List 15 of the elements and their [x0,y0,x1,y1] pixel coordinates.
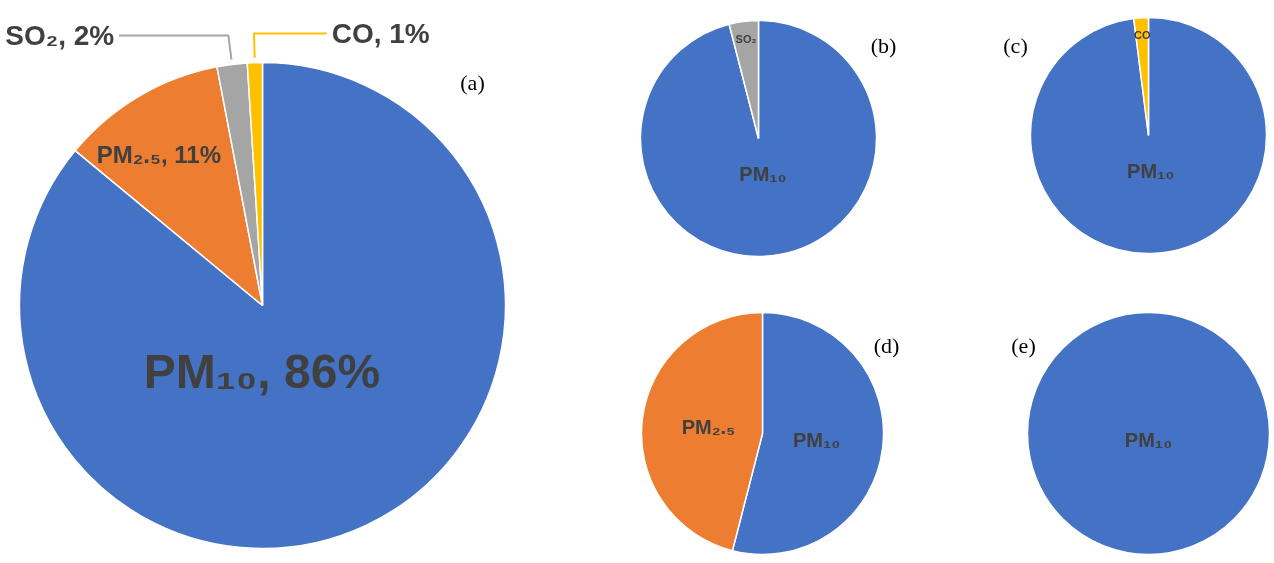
slice-label: PM₁₀ [739,162,787,185]
slice-label: PM₁₀ [792,429,841,452]
slice-label: PM₁₀ [1124,428,1173,451]
text: (a) [460,70,485,95]
slice-label: CO, 1% [331,17,430,49]
text: (e) [1011,333,1036,358]
slice-label: PM₁₀ [1127,159,1175,182]
slice-label: PM₂.₅ [681,415,736,438]
slice-label: SO₂ [735,32,757,45]
text: (b) [870,33,897,58]
text: (c) [1003,33,1028,58]
slice-label: PM₂.₅, 11% [96,141,222,169]
text: (d) [873,333,900,358]
slice-label: PM₁₀, 86% [143,344,381,398]
slice-label: SO₂, 2% [5,19,115,51]
